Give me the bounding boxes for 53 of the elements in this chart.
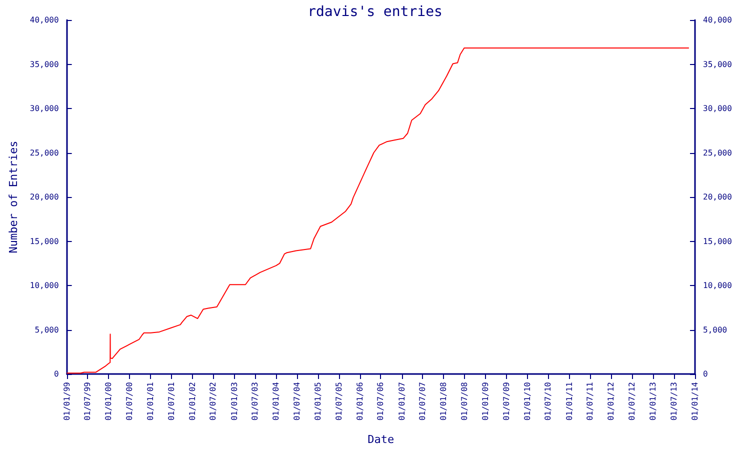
x-tick-label: 01/07/07	[418, 382, 428, 421]
x-tick-label: 01/01/12	[606, 382, 616, 421]
x-tick-label: 01/01/10	[522, 382, 532, 421]
x-tick-label: 01/01/05	[314, 382, 323, 421]
x-tick-label: 01/01/02	[188, 382, 197, 421]
y-tick-label: 35,000	[30, 60, 59, 69]
x-tick-label: 01/07/01	[166, 382, 176, 421]
y2-tick-label: 5,000	[703, 325, 728, 334]
x-tick-label: 01/01/14	[690, 382, 700, 421]
x-tick-label: 01/01/01	[146, 382, 156, 421]
x-tick-label: 01/07/06	[376, 382, 386, 421]
y2-tick-label: 10,000	[703, 281, 732, 290]
y-tick-label: 5,000	[34, 325, 59, 334]
x-tick-label: 01/01/09	[481, 382, 490, 421]
y-tick-label: 15,000	[30, 236, 59, 246]
y-tick-label: 40,000	[30, 16, 59, 24]
y2-tick-label: 35,000	[703, 60, 732, 69]
chart-title: rdavis's entries	[308, 4, 442, 20]
y-tick-label: 25,000	[30, 148, 59, 158]
x-tick-label: 01/07/03	[250, 382, 260, 421]
x-tick-label: 01/07/13	[669, 382, 678, 421]
y-tick-label: 10,000	[30, 281, 59, 290]
x-tick-label: 01/01/13	[648, 382, 658, 421]
y2-tick-label: 30,000	[703, 104, 732, 113]
x-tick-label: 01/07/08	[460, 382, 470, 421]
y-tick-label: 20,000	[30, 192, 59, 202]
x-tick-label: 01/01/06	[355, 382, 364, 421]
x-tick-label: 01/01/00	[104, 382, 114, 421]
y2-tick-label: 20,000	[703, 192, 732, 202]
x-tick-label: 01/01/04	[272, 382, 281, 421]
x-tick-label: 01/07/99	[83, 382, 92, 421]
x-tick-label: 01/07/05	[334, 382, 344, 421]
x-tick-label: 01/07/04	[292, 382, 302, 421]
x-tick-label: 01/07/10	[544, 382, 553, 421]
y-axis-title: Number of Entries	[7, 140, 20, 254]
x-tick-label: 01/07/12	[628, 382, 637, 421]
x-tick-label: 01/01/08	[439, 382, 448, 421]
line-series	[66, 47, 690, 374]
x-tick-label: 01/07/02	[208, 382, 218, 421]
x-axis-title: Date	[368, 433, 394, 446]
y2-tick-label: 0	[703, 370, 708, 378]
y-tick-label: 0	[54, 370, 59, 378]
x-tick-label: 01/07/00	[125, 382, 134, 421]
x-tick-label: 01/07/11	[586, 382, 595, 421]
x-tick-label: 01/01/07	[397, 382, 406, 421]
x-tick-label: 01/07/09	[502, 382, 511, 421]
x-tick-label: 01/01/99	[62, 382, 72, 421]
y2-tick-label: 15,000	[703, 236, 732, 246]
y2-tick-label: 40,000	[703, 16, 732, 24]
y-tick-label: 30,000	[30, 104, 59, 113]
x-tick-label: 01/01/03	[230, 382, 239, 421]
y2-tick-label: 25,000	[703, 148, 732, 158]
x-tick-label: 01/01/11	[564, 382, 574, 421]
